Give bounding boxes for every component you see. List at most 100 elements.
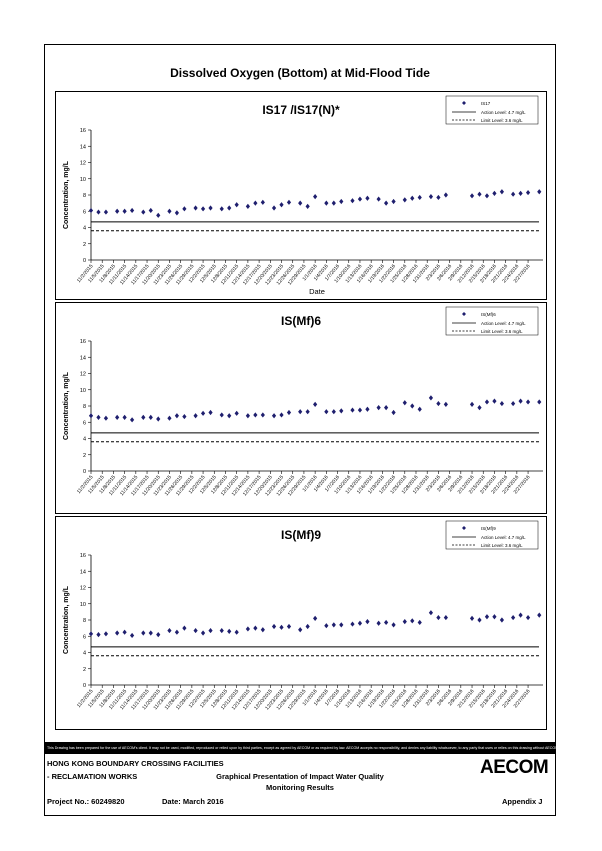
data-point bbox=[182, 413, 187, 420]
data-point bbox=[156, 212, 161, 218]
data-point bbox=[499, 189, 505, 195]
legend-box bbox=[445, 306, 539, 336]
data-point bbox=[477, 617, 482, 623]
data-point bbox=[193, 413, 198, 419]
data-point bbox=[391, 198, 396, 205]
page-title: Dissolved Oxygen (Bottom) at Mid-Flood T… bbox=[170, 66, 430, 80]
data-point bbox=[234, 202, 239, 208]
data-point bbox=[193, 627, 198, 634]
chart-svg-1: IS17 /IS17(N)* 0 2 4 6 8 10 12 14 16 Concentration… bbox=[63, 95, 543, 296]
data-point bbox=[286, 199, 292, 205]
y-tick-label: 2 bbox=[83, 453, 86, 459]
data-point bbox=[234, 629, 239, 635]
data-point bbox=[518, 190, 523, 196]
data-point bbox=[167, 415, 172, 421]
data-point bbox=[148, 207, 153, 214]
data-point bbox=[129, 632, 135, 639]
y-tick-label: 8 bbox=[83, 193, 86, 199]
data-point bbox=[499, 400, 505, 407]
data-point bbox=[511, 614, 516, 621]
data-point bbox=[477, 405, 482, 411]
data-point bbox=[518, 612, 523, 618]
data-point bbox=[384, 405, 389, 411]
data-point bbox=[219, 206, 224, 212]
data-point bbox=[271, 413, 277, 419]
data-point bbox=[88, 207, 94, 214]
y-tick-label: 14 bbox=[80, 569, 86, 575]
data-point bbox=[219, 627, 224, 634]
data-point bbox=[410, 403, 415, 409]
data-point bbox=[410, 618, 415, 624]
y-tick-label: 16 bbox=[80, 553, 86, 559]
legend-limit-label: Limit Level: 3.6 mg/L bbox=[481, 543, 523, 548]
data-point bbox=[537, 189, 542, 195]
data-point bbox=[350, 621, 355, 627]
aecom-logo: AECOM bbox=[480, 757, 549, 778]
data-point bbox=[115, 414, 120, 420]
data-point bbox=[384, 200, 389, 206]
data-point bbox=[208, 205, 213, 211]
data-point bbox=[339, 198, 344, 205]
data-point bbox=[260, 412, 265, 418]
data-point bbox=[331, 622, 336, 628]
legend-box bbox=[445, 520, 539, 550]
y-tick-label: 10 bbox=[80, 177, 86, 183]
data-point bbox=[324, 623, 329, 629]
data-point bbox=[141, 630, 146, 636]
data-point bbox=[174, 210, 180, 216]
data-point bbox=[339, 622, 344, 628]
legend-marker bbox=[462, 526, 466, 530]
legend-series-name: IS17 bbox=[481, 101, 491, 106]
data-point bbox=[477, 191, 482, 197]
data-point bbox=[402, 400, 407, 406]
data-point bbox=[469, 193, 475, 199]
data-point bbox=[253, 412, 258, 418]
data-point bbox=[200, 206, 206, 212]
y-axis-label: Concentration, mg/L bbox=[63, 371, 70, 440]
legend-limit-label: Limit Level: 3.6 mg/L bbox=[481, 329, 523, 334]
date-label: Date: March 2016 bbox=[162, 797, 224, 806]
data-point bbox=[376, 405, 381, 411]
data-point bbox=[384, 619, 389, 626]
data-point bbox=[260, 627, 265, 633]
data-point bbox=[436, 400, 441, 407]
data-point bbox=[365, 619, 370, 625]
y-tick-label: 6 bbox=[83, 209, 86, 215]
data-point bbox=[298, 409, 303, 415]
data-point bbox=[428, 194, 434, 200]
legend-box bbox=[445, 95, 539, 125]
y-tick-label: 8 bbox=[83, 618, 86, 624]
data-point bbox=[402, 619, 407, 625]
y-tick-label: 4 bbox=[83, 651, 86, 657]
data-point bbox=[271, 205, 277, 211]
data-point bbox=[537, 612, 542, 618]
data-point bbox=[227, 413, 232, 419]
data-point bbox=[298, 200, 303, 206]
data-point bbox=[219, 412, 224, 418]
y-tick-label: 12 bbox=[80, 372, 86, 378]
chart-title: IS17 /IS17(N)* bbox=[262, 103, 340, 117]
appendix-label: Appendix J bbox=[502, 797, 543, 806]
data-point bbox=[305, 623, 310, 630]
data-point bbox=[298, 627, 303, 633]
data-point bbox=[245, 413, 250, 419]
data-point bbox=[148, 630, 153, 636]
legend-action-label: Action Level: 4.7 mg/L bbox=[481, 535, 526, 540]
data-point bbox=[492, 190, 497, 196]
y-tick-label: 14 bbox=[80, 355, 86, 361]
data-point bbox=[410, 195, 415, 201]
y-tick-label: 6 bbox=[83, 420, 86, 426]
y-tick-label: 10 bbox=[80, 602, 86, 608]
data-point bbox=[141, 414, 146, 420]
data-point bbox=[417, 619, 422, 626]
data-point bbox=[271, 623, 277, 630]
y-tick-label: 0 bbox=[83, 683, 86, 689]
y-tick-label: 4 bbox=[83, 437, 86, 443]
data-point bbox=[208, 409, 213, 416]
data-point bbox=[122, 629, 127, 635]
doc-title-line-2: Monitoring Results bbox=[266, 783, 334, 792]
y-tick-label: 2 bbox=[83, 667, 86, 673]
data-point bbox=[402, 197, 407, 203]
y-tick-label: 0 bbox=[83, 258, 86, 264]
data-point bbox=[313, 401, 318, 407]
